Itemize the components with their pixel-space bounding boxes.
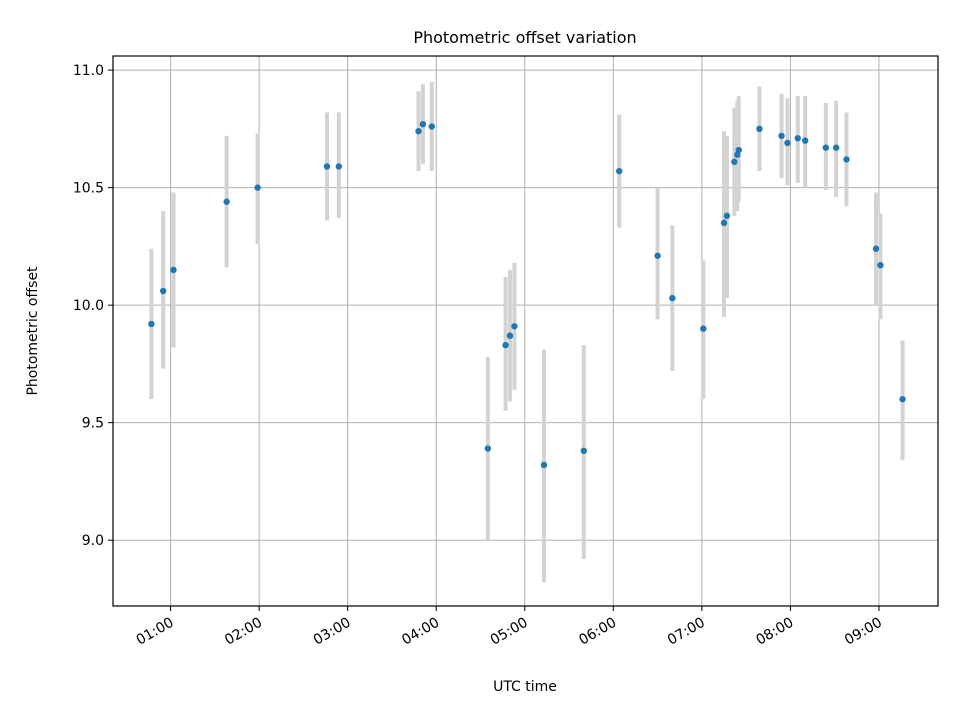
- data-point: [170, 266, 177, 274]
- data-point: [731, 158, 738, 165]
- data-point: [654, 252, 661, 259]
- data-points: [148, 120, 906, 469]
- data-point: [502, 341, 509, 349]
- x-axis-label: UTC time: [493, 679, 557, 695]
- y-axis-ticks: 9.0 9.5 10.0 10.5 11.0: [73, 63, 113, 549]
- y-tick-label: 10.0: [73, 298, 104, 314]
- grid-lines: [113, 56, 938, 606]
- chart-title: Photometric offset variation: [413, 28, 636, 47]
- data-point: [511, 323, 518, 330]
- data-point: [223, 198, 230, 205]
- data-point: [323, 163, 331, 170]
- plot-frame: [112, 55, 939, 607]
- data-point: [484, 445, 492, 452]
- data-point: [254, 184, 261, 191]
- data-point: [419, 120, 427, 128]
- data-point: [148, 320, 155, 328]
- data-point: [700, 325, 707, 332]
- data-point: [720, 219, 728, 227]
- data-point: [159, 287, 167, 295]
- data-point: [506, 332, 514, 339]
- data-point: [669, 294, 676, 302]
- data-point: [616, 167, 623, 175]
- y-tick-label: 10.5: [73, 181, 104, 197]
- y-axis-label: Photometric offset: [25, 266, 41, 396]
- data-point: [784, 139, 791, 147]
- y-tick-label: 11.0: [73, 63, 104, 79]
- y-tick-label: 9.5: [82, 416, 104, 432]
- data-point: [843, 156, 850, 163]
- data-point: [735, 146, 742, 154]
- data-point: [335, 163, 343, 170]
- data-point: [428, 123, 435, 130]
- data-point: [540, 461, 548, 469]
- data-point: [877, 261, 884, 269]
- data-point: [872, 245, 880, 252]
- data-point: [899, 395, 906, 403]
- y-tick-label: 9.0: [82, 533, 104, 549]
- data-point: [832, 144, 840, 151]
- data-point: [778, 132, 785, 140]
- data-point: [580, 447, 587, 455]
- data-point: [822, 144, 830, 151]
- data-point: [801, 137, 809, 144]
- data-point: [415, 128, 422, 135]
- data-point: [794, 135, 801, 142]
- data-point: [756, 125, 763, 133]
- data-point: [723, 212, 731, 220]
